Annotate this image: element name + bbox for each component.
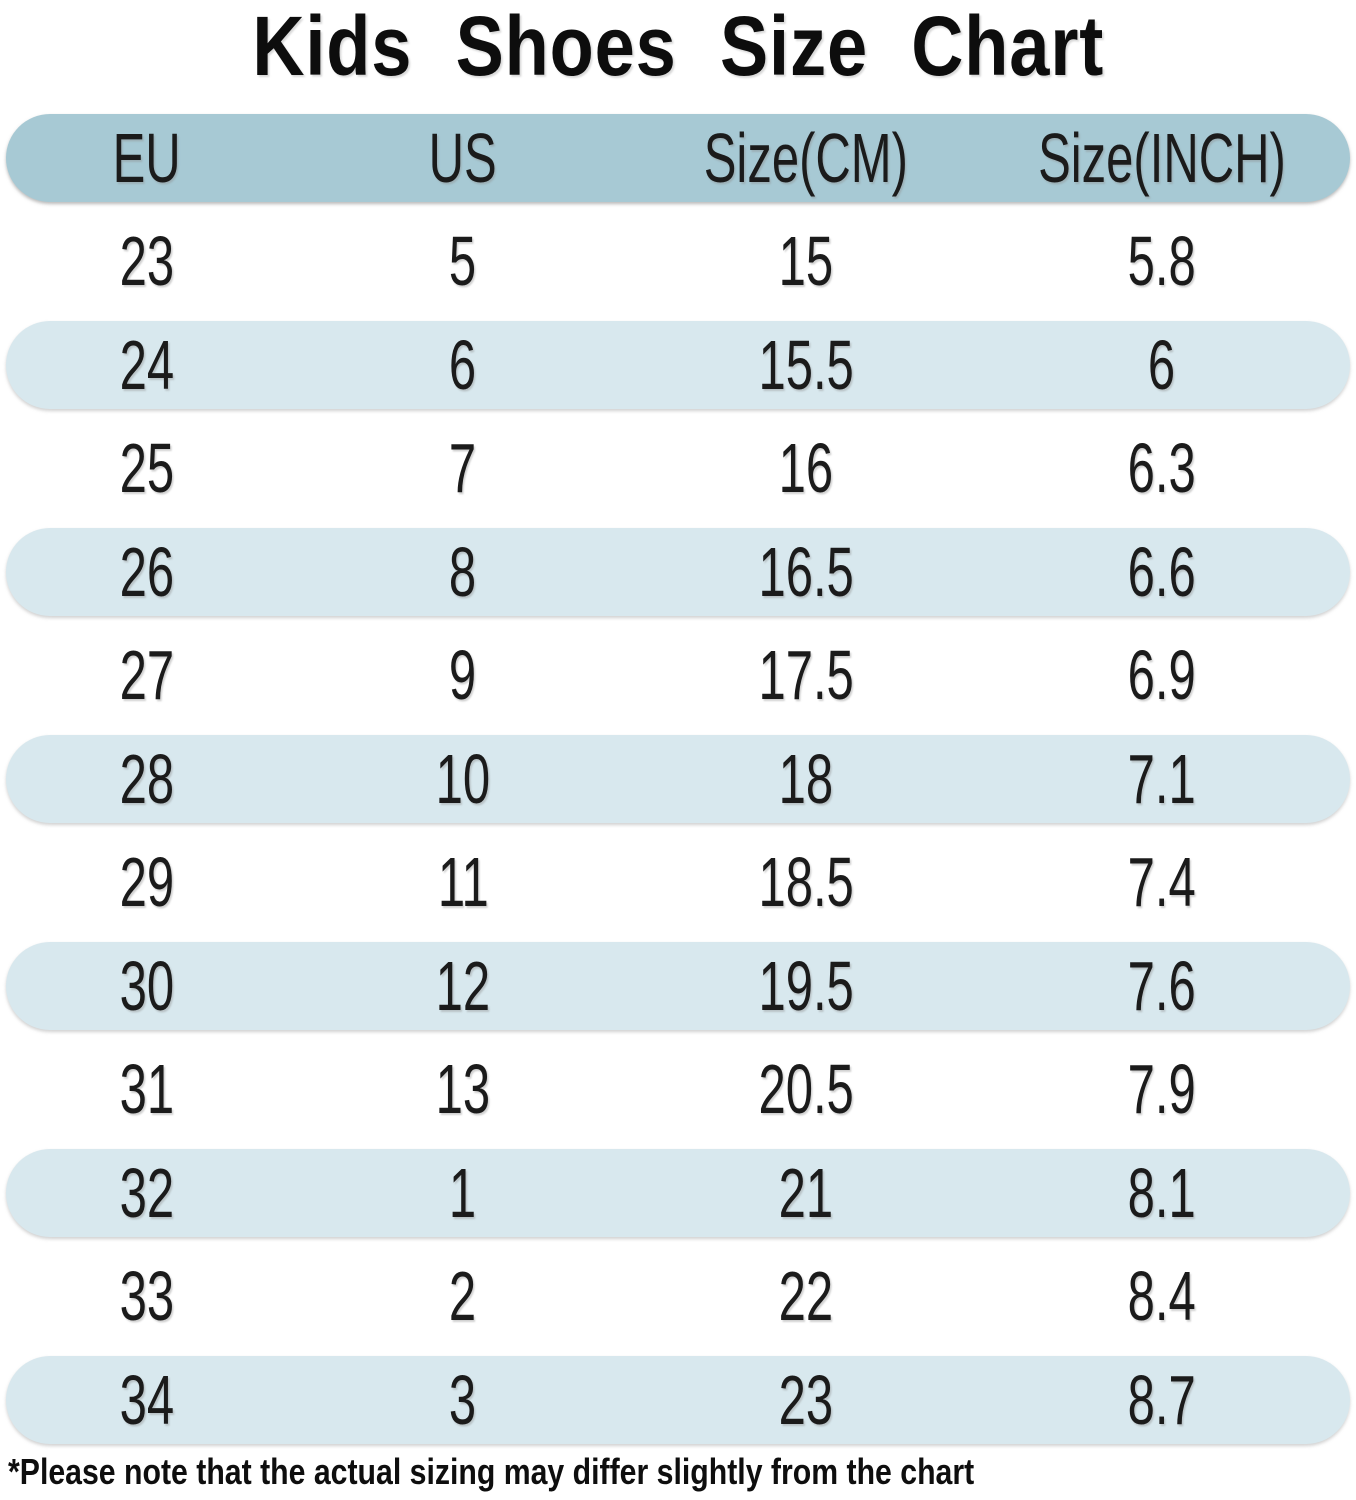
- cell-size-inch: 6: [1148, 325, 1176, 404]
- table-header-row: EU US Size(CM) Size(INCH): [6, 106, 1350, 210]
- cell-us: 13: [435, 1050, 491, 1129]
- cell-size-inch: 7.1: [1127, 739, 1196, 818]
- cell-size-cm: 19.5: [757, 946, 854, 1025]
- cell-size-cm: 20.5: [757, 1050, 854, 1129]
- table-row: 31 13 20.5 7.9: [6, 1038, 1350, 1142]
- cell-eu: 28: [119, 739, 175, 818]
- table-row-pill: 31 13 20.5 7.9: [6, 1046, 1350, 1134]
- cell-size-inch: 7.6: [1127, 946, 1196, 1025]
- table-row-pill: 30 12 19.5 7.6: [6, 942, 1350, 1030]
- cell-size-cm: 21: [778, 1153, 833, 1232]
- table-row-pill: 32 1 21 8.1: [6, 1149, 1350, 1237]
- cell-us: 8: [449, 532, 477, 611]
- cell-us: 1: [449, 1153, 477, 1232]
- cell-eu: 32: [119, 1153, 175, 1232]
- cell-eu: 27: [119, 636, 175, 715]
- cell-size-cm: 22: [778, 1257, 833, 1336]
- cell-size-inch: 8.4: [1127, 1257, 1196, 1336]
- cell-us: 2: [449, 1257, 477, 1336]
- cell-us: 11: [437, 843, 489, 922]
- cell-size-inch: 6.3: [1127, 429, 1196, 508]
- cell-eu: 31: [119, 1050, 175, 1129]
- header-cell-size-cm: Size(CM): [703, 118, 908, 197]
- cell-size-cm: 18.5: [757, 843, 854, 922]
- table-row: 26 8 16.5 6.6: [6, 520, 1350, 624]
- table-row: 28 10 18 7.1: [6, 727, 1350, 831]
- footnote: *Please note that the actual sizing may …: [8, 1452, 1158, 1492]
- cell-size-inch: 7.4: [1127, 843, 1196, 922]
- cell-us: 6: [449, 325, 477, 404]
- cell-us: 12: [435, 946, 491, 1025]
- table-row-pill: 27 9 17.5 6.9: [6, 632, 1350, 720]
- table-row: 32 1 21 8.1: [6, 1141, 1350, 1245]
- cell-us: 9: [449, 636, 477, 715]
- table-body: 23 5 15 5.8 24 6 15.5 6 25 7 16 6.3 26 8…: [6, 210, 1350, 1452]
- cell-size-cm: 17.5: [757, 636, 854, 715]
- cell-size-inch: 8.7: [1127, 1360, 1196, 1439]
- table-row-pill: 26 8 16.5 6.6: [6, 528, 1350, 616]
- cell-size-cm: 16: [778, 429, 833, 508]
- table-header-pill: EU US Size(CM) Size(INCH): [6, 114, 1350, 202]
- cell-size-inch: 8.1: [1127, 1153, 1196, 1232]
- cell-eu: 30: [119, 946, 175, 1025]
- cell-size-cm: 16.5: [757, 532, 854, 611]
- table-row: 27 9 17.5 6.9: [6, 624, 1350, 728]
- cell-size-inch: 6.6: [1127, 532, 1196, 611]
- table-row: 33 2 22 8.4: [6, 1245, 1350, 1349]
- cell-size-inch: 6.9: [1127, 636, 1196, 715]
- footnote-text: *Please note that the actual sizing may …: [8, 1451, 975, 1492]
- cell-eu: 25: [119, 429, 175, 508]
- cell-us: 5: [449, 222, 477, 301]
- cell-size-cm: 18: [778, 739, 833, 818]
- cell-us: 10: [435, 739, 491, 818]
- table-row: 30 12 19.5 7.6: [6, 934, 1350, 1038]
- table-row-pill: 28 10 18 7.1: [6, 735, 1350, 823]
- header-cell-eu: EU: [113, 118, 182, 197]
- size-table: EU US Size(CM) Size(INCH) 23 5 15 5.8 24…: [6, 106, 1350, 1452]
- cell-eu: 29: [119, 843, 175, 922]
- table-row-pill: 24 6 15.5 6: [6, 321, 1350, 409]
- header-cell-size-inch: Size(INCH): [1037, 118, 1286, 197]
- cell-eu: 26: [119, 532, 175, 611]
- table-row-pill: 25 7 16 6.3: [6, 425, 1350, 513]
- table-row-pill: 34 3 23 8.7: [6, 1356, 1350, 1444]
- table-row: 24 6 15.5 6: [6, 313, 1350, 417]
- cell-size-cm: 15: [778, 222, 833, 301]
- table-row-pill: 29 11 18.5 7.4: [6, 839, 1350, 927]
- cell-us: 7: [449, 429, 477, 508]
- table-row: 34 3 23 8.7: [6, 1348, 1350, 1452]
- table-row: 25 7 16 6.3: [6, 417, 1350, 521]
- table-row-pill: 33 2 22 8.4: [6, 1253, 1350, 1341]
- header-cell-us: US: [428, 118, 497, 197]
- cell-size-inch: 5.8: [1127, 222, 1196, 301]
- table-row: 29 11 18.5 7.4: [6, 831, 1350, 935]
- cell-us: 3: [449, 1360, 477, 1439]
- cell-size-cm: 23: [778, 1360, 833, 1439]
- table-row-pill: 23 5 15 5.8: [6, 218, 1350, 306]
- cell-eu: 33: [119, 1257, 175, 1336]
- cell-eu: 34: [119, 1360, 175, 1439]
- cell-size-cm: 15.5: [757, 325, 854, 404]
- cell-eu: 23: [119, 222, 175, 301]
- table-row: 23 5 15 5.8: [6, 210, 1350, 314]
- page-title: Kids Shoes Size Chart: [0, 0, 1356, 92]
- cell-size-inch: 7.9: [1127, 1050, 1196, 1129]
- cell-eu: 24: [119, 325, 175, 404]
- page-title-text: Kids Shoes Size Chart: [252, 0, 1104, 93]
